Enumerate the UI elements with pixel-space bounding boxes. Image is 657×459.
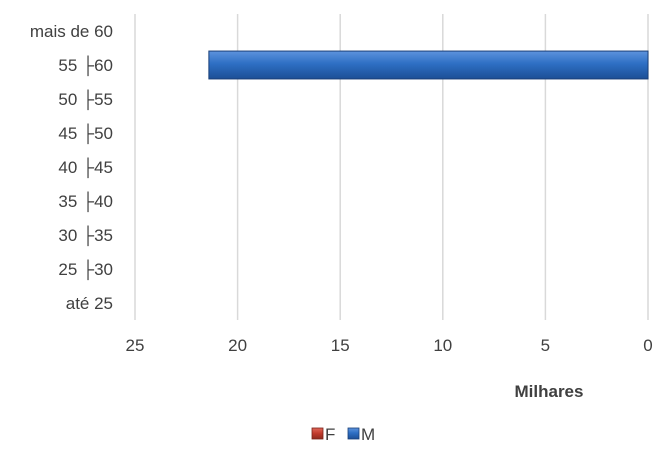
y-tick-label: 35 ├40	[58, 191, 113, 213]
y-tick-label: 55 ├60	[58, 55, 113, 77]
y-tick-label: mais de 60	[30, 22, 113, 41]
x-tick-label: 0	[643, 336, 652, 355]
y-tick-label: 50 ├55	[58, 89, 113, 111]
x-tick-label: 5	[541, 336, 550, 355]
legend-label-f: F	[325, 425, 335, 444]
x-tick-label: 10	[433, 336, 452, 355]
x-tick-label: 20	[228, 336, 247, 355]
x-axis-title: Milhares	[515, 382, 584, 401]
y-axis-labels: até 25 25 ├30 30 ├35 35 ├40 40 ├45 45 ├50 50 ├…	[30, 22, 113, 313]
x-axis-labels: 25 20 15 10 5 0	[126, 336, 653, 355]
y-tick-label: 25 ├30	[58, 259, 113, 281]
y-tick-label: 40 ├45	[58, 157, 113, 179]
legend-swatch-m	[347, 427, 360, 440]
legend-swatch-f	[311, 427, 324, 440]
x-tick-label: 15	[331, 336, 350, 355]
y-tick-label: até 25	[66, 294, 113, 313]
y-tick-label: 45 ├50	[58, 123, 113, 145]
bar-m	[208, 50, 649, 80]
x-tick-label: 25	[126, 336, 145, 355]
legend-label-m: M	[361, 425, 375, 444]
bars	[208, 50, 649, 80]
y-tick-label: 30 ├35	[58, 225, 113, 247]
